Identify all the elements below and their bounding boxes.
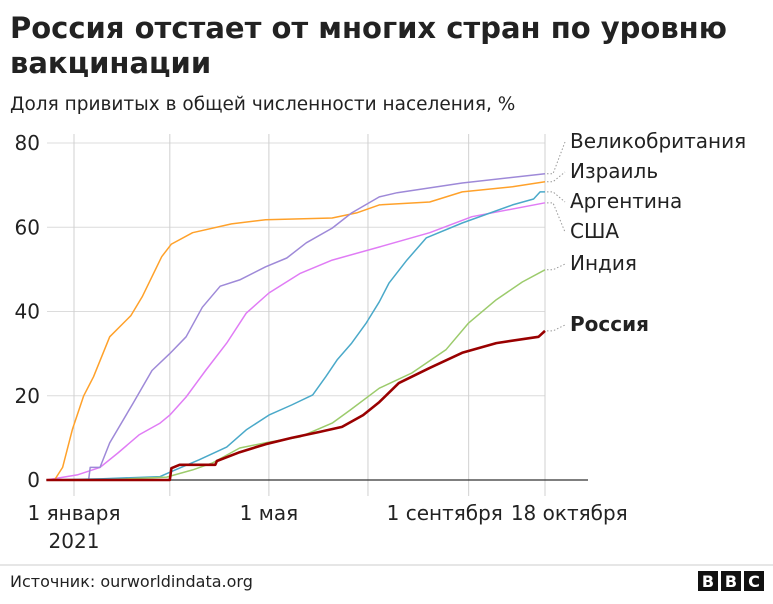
x-axis-ticks: 1 января 2021 1 мая 1 сентября 18 октября xyxy=(28,501,628,553)
source-text: Источник: ourworldindata.org xyxy=(10,572,253,591)
x-tick-label: 1 сентября xyxy=(387,501,503,525)
label-connector xyxy=(547,191,566,203)
svg-text:C: C xyxy=(748,572,760,591)
svg-text:B: B xyxy=(702,572,714,591)
series-labels: Великобритания Израиль Аргентина США Индия Ро… xyxy=(547,129,746,336)
y-tick-label: 20 xyxy=(15,384,40,408)
series-label: Аргентина xyxy=(570,189,682,213)
series-label: Индия xyxy=(570,251,637,275)
series-line-1 xyxy=(46,181,546,481)
label-connector xyxy=(547,171,566,183)
series-label: США xyxy=(570,219,619,243)
y-tick-label: 60 xyxy=(15,215,40,239)
x-tick-label: 1 января xyxy=(28,501,121,525)
label-connector xyxy=(547,202,566,233)
x-tick-year-label: 2021 xyxy=(49,529,100,553)
svg-text:B: B xyxy=(725,572,737,591)
series-label: Россия xyxy=(570,312,649,336)
series-label: Израиль xyxy=(570,159,658,183)
title-line-2: вакцинации xyxy=(10,46,211,80)
series-line-5 xyxy=(46,329,546,482)
series-line-4 xyxy=(46,269,546,481)
bbc-logo: B B C xyxy=(698,571,764,591)
label-connector xyxy=(547,324,566,332)
gridlines xyxy=(47,134,546,496)
y-axis-ticks: 0 20 40 60 80 xyxy=(15,131,40,492)
series-line-0 xyxy=(46,173,546,481)
title-line-1: Россия отстает от многих стран по уровню xyxy=(10,11,727,45)
subtitle: Доля привитых в общей численности населе… xyxy=(10,94,515,115)
series-line-3 xyxy=(46,202,546,481)
y-tick-label: 80 xyxy=(15,131,40,155)
x-tick-label: 18 октября xyxy=(511,501,628,525)
series-label: Великобритания xyxy=(570,129,746,153)
x-tick-label: 1 мая xyxy=(240,501,298,525)
series-lines xyxy=(46,173,546,482)
label-connector xyxy=(547,263,566,271)
label-connector xyxy=(547,141,566,175)
y-tick-label: 0 xyxy=(27,468,40,492)
y-tick-label: 40 xyxy=(15,300,40,324)
